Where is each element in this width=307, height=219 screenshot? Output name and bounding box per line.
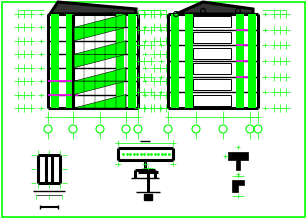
- Polygon shape: [228, 152, 248, 170]
- Polygon shape: [50, 2, 136, 14]
- Bar: [128, 14, 136, 108]
- Polygon shape: [74, 41, 126, 54]
- Bar: [193, 63, 231, 74]
- Polygon shape: [74, 54, 126, 68]
- Polygon shape: [74, 14, 126, 27]
- Polygon shape: [74, 95, 126, 108]
- Bar: [193, 32, 231, 43]
- Bar: [144, 194, 152, 200]
- Bar: [116, 14, 124, 108]
- Polygon shape: [232, 180, 244, 192]
- Bar: [193, 79, 231, 90]
- Bar: [248, 14, 256, 108]
- Bar: [193, 48, 231, 59]
- Bar: [185, 14, 193, 108]
- Bar: [66, 14, 74, 108]
- Bar: [51, 14, 59, 108]
- Bar: [236, 14, 244, 108]
- Bar: [193, 16, 231, 27]
- Polygon shape: [176, 2, 253, 14]
- Polygon shape: [74, 68, 126, 81]
- Polygon shape: [74, 81, 126, 95]
- Bar: [193, 95, 231, 106]
- Polygon shape: [74, 27, 126, 41]
- Bar: [171, 14, 179, 108]
